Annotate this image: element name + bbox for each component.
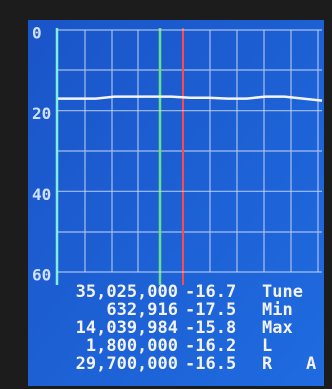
readout-cell: Max bbox=[262, 318, 293, 338]
readout-cell: -15.8 bbox=[185, 318, 236, 338]
readout-cell: Min bbox=[262, 300, 293, 320]
page: 0 20 40 60 35,025,000 -16.7 Tune 632,916 -17.5 M… bbox=[0, 0, 332, 389]
readout-cell: -16.5 bbox=[185, 354, 236, 374]
readout-cell: -16.2 bbox=[185, 336, 236, 356]
readout-cell: A bbox=[306, 354, 316, 374]
y-tick-label: 20 bbox=[32, 104, 51, 123]
readout-cell: Tune bbox=[262, 282, 303, 302]
readout-cell: 29,700,000 bbox=[76, 354, 178, 374]
y-tick-label: 40 bbox=[32, 185, 51, 204]
readout-cell: 14,039,984 bbox=[76, 318, 178, 338]
readout-cell: -16.7 bbox=[185, 282, 236, 302]
y-tick-label: 60 bbox=[32, 266, 51, 285]
readout-cell: 632,916 bbox=[106, 300, 178, 320]
readout-cell: -17.5 bbox=[185, 300, 236, 320]
readout-cell: R bbox=[262, 354, 273, 374]
readout-cell: L bbox=[262, 336, 272, 356]
screen-photo: 0 20 40 60 35,025,000 -16.7 Tune 632,916 -17.5 M… bbox=[0, 0, 332, 389]
readout-cell: 1,800,000 bbox=[86, 336, 178, 356]
readout-cell: 35,025,000 bbox=[76, 282, 178, 302]
y-tick-label: 0 bbox=[32, 24, 42, 43]
